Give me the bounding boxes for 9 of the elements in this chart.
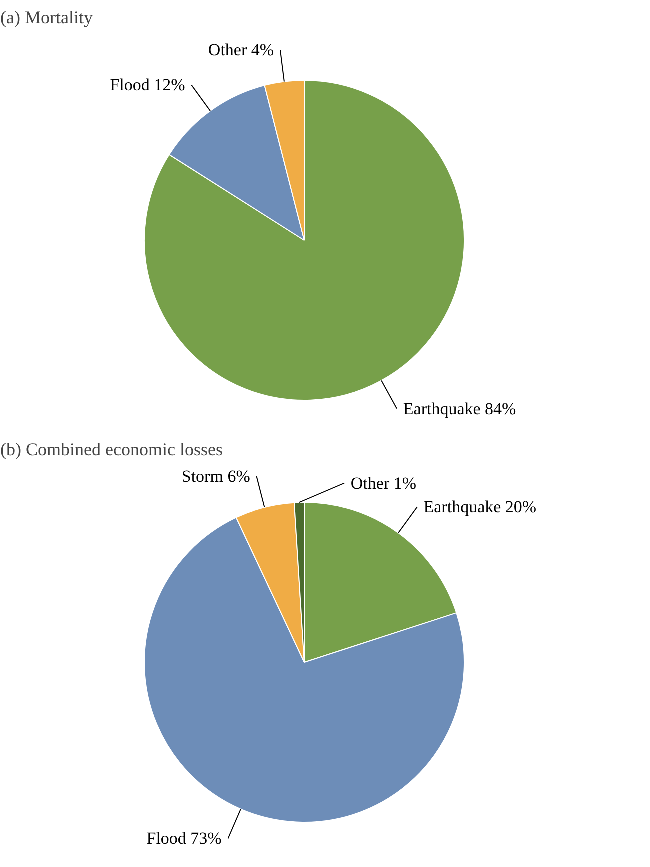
slice-label: Flood 12% — [110, 76, 186, 95]
slice-label: Storm 6% — [182, 467, 250, 486]
chart-title: (b) Combined economic losses — [0, 440, 223, 460]
slice-label: Other 1% — [350, 474, 417, 493]
slice-label: Earthquake 20% — [424, 498, 537, 517]
slice-label: Other 4% — [208, 40, 274, 60]
slice-label: Flood 73% — [146, 829, 222, 848]
slice-label: Earthquake 84% — [403, 399, 516, 418]
chart-title: (a) Mortality — [0, 8, 93, 28]
